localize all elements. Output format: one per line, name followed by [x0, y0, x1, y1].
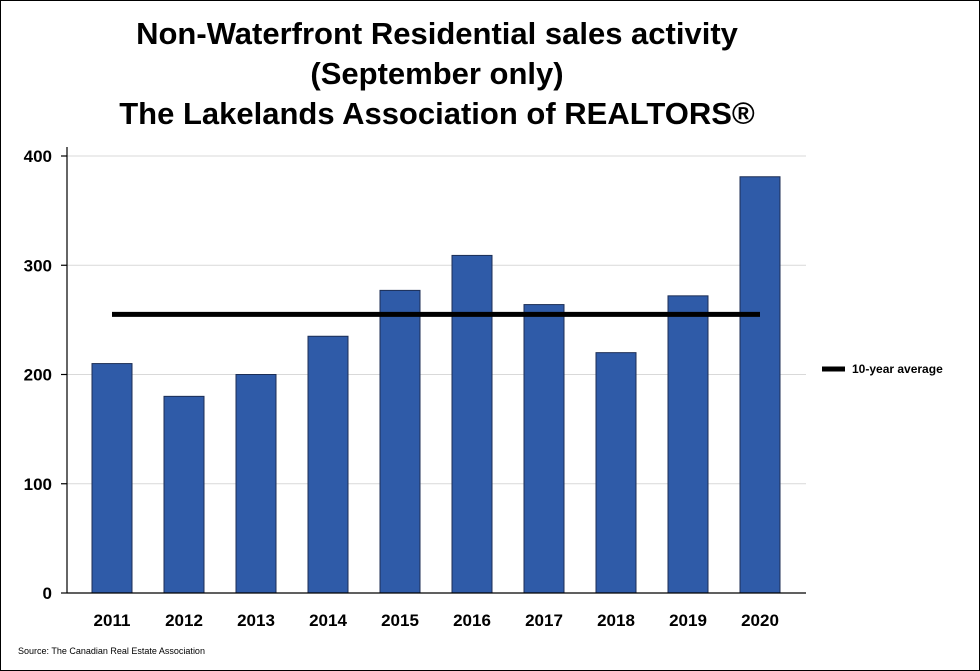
bar-2017 [523, 304, 565, 594]
y-tick-label: 0 [43, 584, 52, 603]
bar-2020 [739, 176, 781, 594]
chart-title: Non-Waterfront Residential sales activit… [0, 14, 874, 134]
chart-title-line-3: The Lakelands Association of REALTORS® [119, 96, 755, 131]
x-tick-label: 2019 [669, 611, 707, 630]
y-tick-labels: 0 100 200 300 400 [24, 147, 67, 603]
x-tick-labels: 2011 2012 2013 2014 2015 2016 2017 2018 2019 2020 [94, 611, 779, 630]
x-tick-label: 2017 [525, 611, 563, 630]
y-tick-label: 300 [24, 256, 52, 275]
x-tick-label: 2020 [741, 611, 779, 630]
bar-2013 [235, 374, 277, 594]
axes [66, 147, 806, 594]
bar-2016 [451, 254, 493, 594]
y-tick-label: 200 [24, 366, 52, 385]
legend-label-average: 10-year average [852, 362, 943, 376]
bar-2015 [379, 289, 421, 594]
bar-2014 [307, 335, 349, 594]
x-tick-label: 2015 [381, 611, 419, 630]
bar-2012 [163, 395, 205, 594]
bar-2018 [595, 352, 637, 594]
y-tick-label: 400 [24, 147, 52, 166]
legend: 10-year average [822, 362, 943, 376]
bar-2019 [667, 295, 709, 594]
chart-title-line-1: Non-Waterfront Residential sales activit… [136, 16, 738, 51]
x-tick-label: 2011 [94, 611, 131, 630]
x-tick-label: 2018 [597, 611, 635, 630]
x-tick-label: 2014 [309, 611, 347, 630]
y-tick-label: 100 [24, 475, 52, 494]
source-note: Source: The Canadian Real Estate Associa… [18, 646, 205, 656]
chart-title-line-2: (September only) [310, 56, 564, 91]
x-tick-label: 2013 [237, 611, 275, 630]
x-tick-label: 2012 [165, 611, 203, 630]
bars [91, 176, 781, 594]
bar-2011 [91, 363, 133, 594]
x-tick-label: 2016 [453, 611, 491, 630]
